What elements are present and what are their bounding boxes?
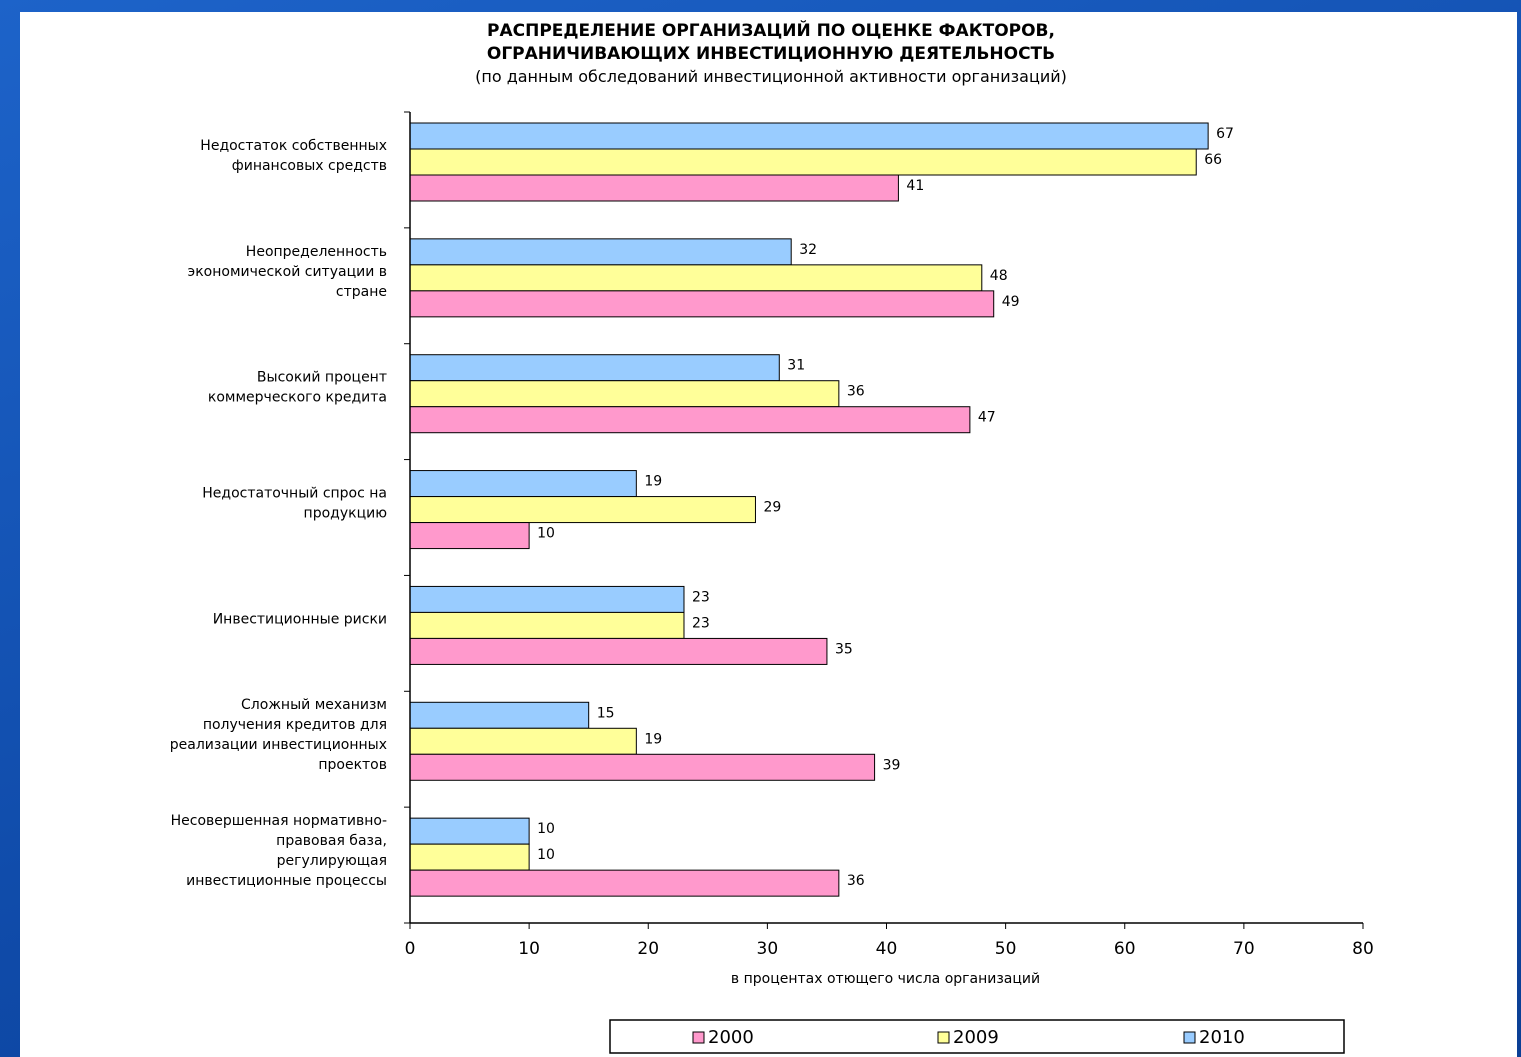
bar-2009-3 [409, 496, 756, 524]
x-tick-label: 70 [1233, 939, 1255, 959]
x-tick-label: 10 [518, 939, 540, 959]
category-label-6: правовая база, [276, 833, 387, 849]
category-label-5: Сложный механизм [241, 697, 387, 713]
legend-swatch-2010 [1183, 1031, 1196, 1044]
legend-label-2009: 2009 [953, 1027, 999, 1048]
category-label-5: проектов [318, 757, 387, 773]
chart-title-line-2: ОГРАНИЧИВАЮЩИХ ИНВЕСТИЦИОННУЮ ДЕЯТЕЛЬНОС… [487, 44, 1055, 64]
x-axis-label: в процентах отющего числа организаций [731, 971, 1040, 987]
value-label-2000-1: 49 [1002, 294, 1020, 310]
bar-2009-0 [409, 148, 1197, 176]
category-label-1: экономической ситуации в [188, 264, 387, 280]
bar-2009-6 [409, 843, 530, 871]
category-label-6: Несовершенная нормативно- [171, 813, 387, 829]
bar-2000-2 [409, 406, 971, 434]
legend-swatch-2009 [937, 1031, 950, 1044]
legend: 2000 2009 2010 [609, 1019, 1345, 1054]
value-label-2009-6: 10 [537, 847, 555, 863]
value-label-2000-6: 36 [847, 873, 865, 889]
x-tick-label: 80 [1352, 939, 1374, 959]
value-label-2000-4: 35 [835, 641, 853, 657]
bar-2010-4 [409, 585, 685, 613]
bar-2000-0 [409, 174, 899, 202]
category-label-4: Инвестиционные риски [213, 611, 387, 627]
value-label-2009-1: 48 [990, 268, 1008, 284]
x-tick-label: 0 [405, 939, 416, 959]
bar-2000-1 [409, 290, 995, 318]
value-label-2009-4: 23 [692, 615, 710, 631]
x-tick-label: 50 [995, 939, 1017, 959]
bar-chart: РАСПРЕДЕЛЕНИЕ ОРГАНИЗАЦИЙ ПО ОЦЕНКЕ ФАКТ… [170, 19, 1374, 1054]
category-label-0: Недостаток собственных [200, 138, 387, 154]
category-label-5: реализации инвестиционных [170, 737, 387, 753]
value-label-2000-3: 10 [537, 526, 555, 542]
chart-subtitle: (по данным обследований инвестиционной а… [475, 67, 1067, 86]
category-label-6: инвестиционные процессы [186, 873, 387, 889]
bar-2010-0 [409, 122, 1209, 150]
category-label-1: стране [336, 284, 387, 300]
x-tick-label: 40 [876, 939, 898, 959]
category-label-5: получения кредитов для [203, 717, 387, 733]
value-label-2000-0: 41 [906, 178, 924, 194]
x-tick-label: 60 [1114, 939, 1136, 959]
value-label-2010-6: 10 [537, 821, 555, 837]
bar-2009-4 [409, 611, 685, 639]
legend-box [609, 1019, 1345, 1054]
bar-2010-3 [409, 470, 637, 498]
value-label-2009-2: 36 [847, 384, 865, 400]
x-tick-label: 20 [637, 939, 659, 959]
chart-title-line-1: РАСПРЕДЕЛЕНИЕ ОРГАНИЗАЦИЙ ПО ОЦЕНКЕ ФАКТ… [487, 19, 1055, 41]
value-label-2009-0: 66 [1204, 152, 1222, 168]
category-label-6: регулирующая [277, 853, 387, 869]
value-label-2009-3: 29 [763, 500, 781, 516]
value-label-2010-4: 23 [692, 589, 710, 605]
value-label-2010-1: 32 [799, 242, 817, 258]
category-label-3: продукцию [304, 506, 388, 522]
legend-label-2000: 2000 [708, 1027, 754, 1048]
value-label-2010-5: 15 [597, 705, 615, 721]
bar-2010-5 [409, 701, 590, 729]
value-label-2010-0: 67 [1216, 126, 1234, 142]
bar-2000-6 [409, 869, 840, 897]
legend-swatch-2000 [692, 1031, 705, 1044]
category-label-1: Неопределенность [246, 244, 387, 260]
bar-2010-1 [409, 238, 792, 266]
category-label-3: Недостаточный спрос на [202, 486, 387, 502]
chart-titles: РАСПРЕДЕЛЕНИЕ ОРГАНИЗАЦИЙ ПО ОЦЕНКЕ ФАКТ… [475, 19, 1067, 86]
plot-area: 67 66 41 Недостаток собственных финансовых с… [170, 111, 1374, 987]
slide-panel: РАСПРЕДЕЛЕНИЕ ОРГАНИЗАЦИЙ ПО ОЦЕНКЕ ФАКТ… [20, 12, 1517, 1057]
bar-2009-2 [409, 380, 840, 408]
bar-2000-5 [409, 753, 876, 781]
bar-2009-1 [409, 264, 983, 292]
bar-2010-6 [409, 817, 530, 845]
value-label-2010-2: 31 [787, 358, 805, 374]
legend-label-2010: 2010 [1199, 1027, 1245, 1048]
bar-2000-3 [409, 522, 530, 550]
bar-2010-2 [409, 354, 780, 382]
category-label-0: финансовых средств [232, 158, 387, 174]
value-label-2000-2: 47 [978, 410, 996, 426]
x-tick-label: 30 [757, 939, 779, 959]
category-label-2: коммерческого кредита [208, 390, 387, 406]
bar-2000-4 [409, 637, 828, 665]
value-label-2009-5: 19 [644, 731, 662, 747]
value-label-2000-5: 39 [883, 757, 901, 773]
value-label-2010-3: 19 [644, 474, 662, 490]
category-label-2: Высокий процент [257, 370, 387, 386]
bar-2009-5 [409, 727, 637, 755]
